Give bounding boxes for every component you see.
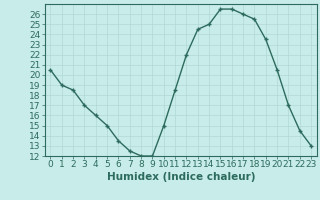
X-axis label: Humidex (Indice chaleur): Humidex (Indice chaleur) — [107, 172, 255, 182]
